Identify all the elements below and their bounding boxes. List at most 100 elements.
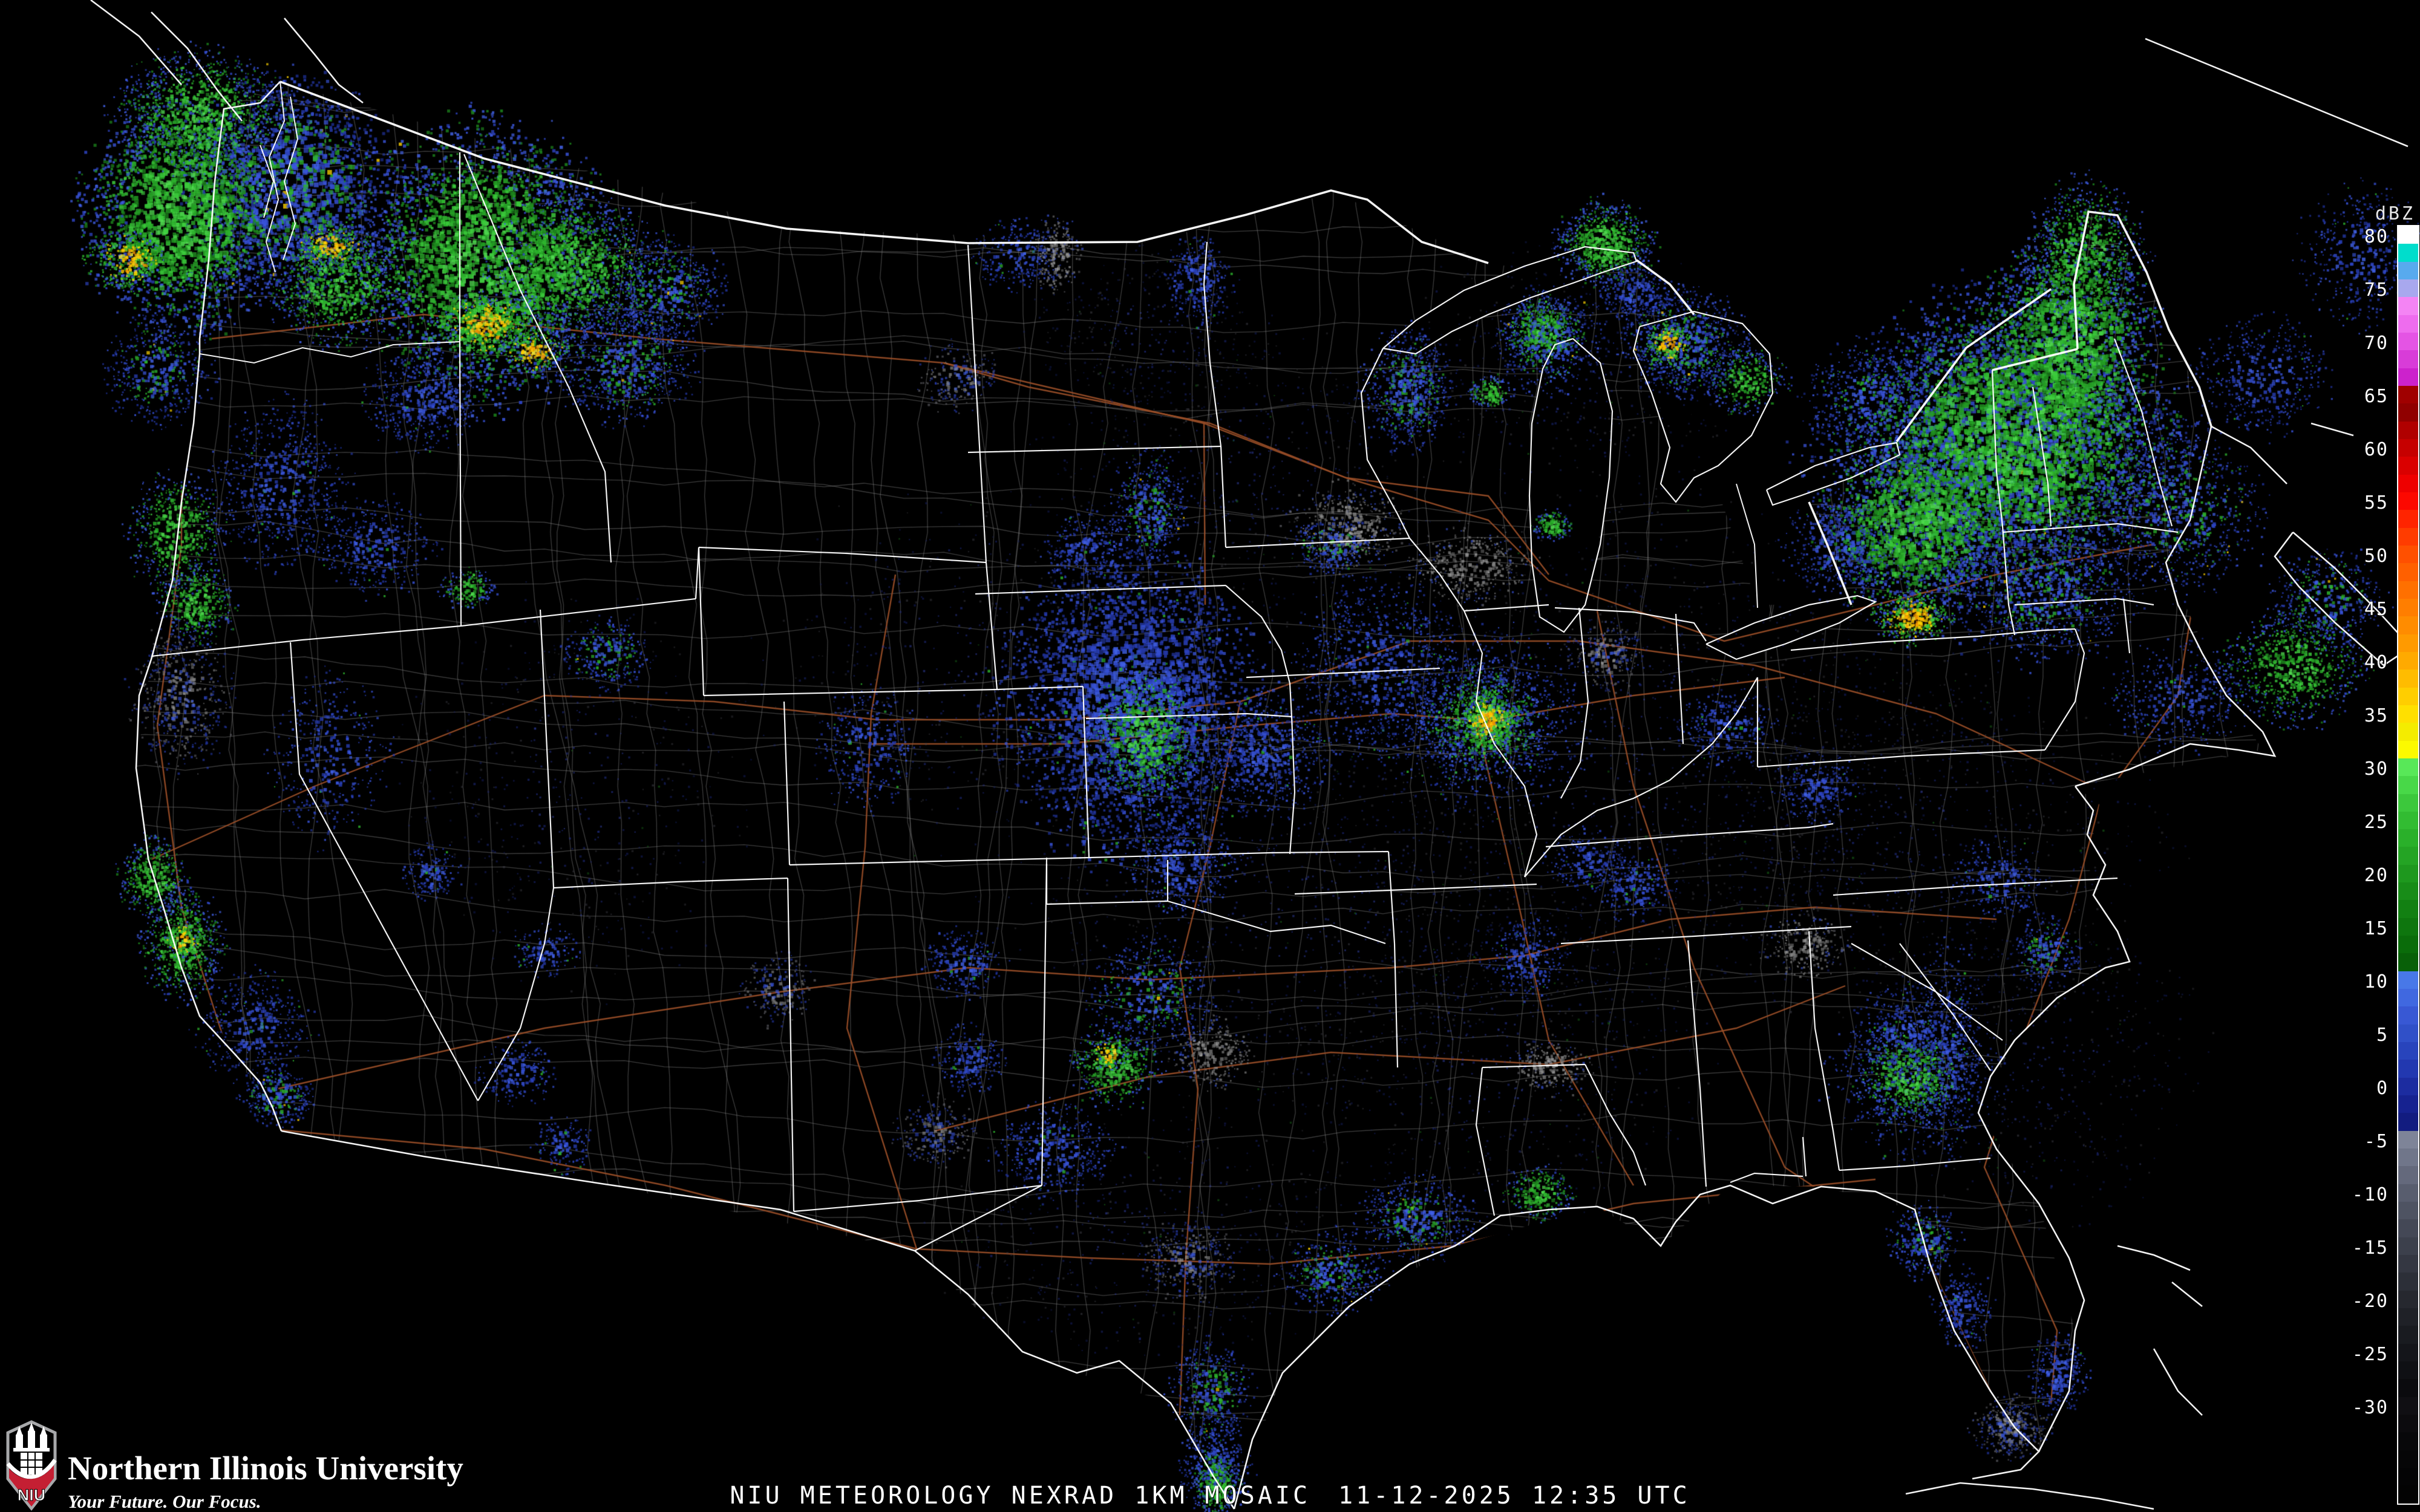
colorbar-tick-label: 0 [2376,1078,2389,1099]
coastline [151,11,243,122]
colorbar-segment [2398,1343,2418,1361]
colorbar-segment [2398,953,2418,971]
colorbar-segment [2398,226,2418,244]
state-border-line [1524,677,1758,878]
state-border-line [553,877,788,889]
state-border-line [1225,537,1410,549]
colorbar-segment [2398,1290,2418,1309]
state-border-line [289,642,479,1101]
colorbar-tick-label: 80 [2364,226,2389,247]
castle-icon [13,1422,50,1475]
state-border-line [1289,716,1296,855]
state-border-line [1730,1172,1804,1184]
colorbar-segment [2398,616,2418,634]
colorbar-segment [2398,1237,2418,1256]
colorbar-segment [2398,1219,2418,1237]
colorbar-tick-label: 35 [2364,705,2389,726]
state-border-line [967,445,1221,454]
state-border-line [2122,598,2131,654]
colorbar-segment [2398,438,2418,457]
state-border-line [1463,610,1538,878]
state-border-line [1584,1064,1647,1186]
state-border-line [460,598,696,627]
state-border-line [1360,348,1410,539]
state-border-line [1808,931,1840,1171]
coastline [1905,1482,2154,1510]
colorbar-tick-label: 15 [2364,918,2389,939]
colorbar-tick-label: -30 [2352,1397,2389,1418]
colorbar-segment [2398,1184,2418,1202]
colorbar-segment [2398,1006,2418,1025]
colorbar-segment [2398,1024,2418,1043]
state-border-line [967,244,987,563]
shield-red-field [9,1465,54,1507]
state-border-line [1387,851,1396,944]
state-border-line [539,609,555,888]
state-border-line [1554,607,1707,642]
colorbar-segment [2398,1077,2418,1096]
colorbar-segment [2398,1361,2418,1380]
colorbar-segment [2398,1396,2418,1415]
colorbar-segment [2398,971,2418,989]
colorbar-segment [2398,545,2418,564]
state-border-line [985,562,998,690]
colorbar-segment [2398,474,2418,492]
colorbar-segment [2398,1202,2418,1220]
colorbar-segment [2398,882,2418,901]
lake-outline [1632,310,1774,503]
colorbar-segment [2398,457,2418,475]
colorbar-segment [2398,1060,2418,1078]
colorbar-tick-label: 55 [2364,492,2389,513]
state-border-line [2014,598,2154,606]
colorbar-segment [2398,385,2418,404]
colorbar-segment [2398,1095,2418,1113]
coastline [2145,37,2409,148]
colorbar-segment [2398,421,2418,439]
state-border-line [1220,446,1227,548]
university-name: Northern Illinois University [68,1450,463,1487]
colorbar-segment [2398,1308,2418,1326]
coastline [1977,786,2131,1452]
state-border-line [789,856,1090,866]
colorbar-tick-label: -20 [2352,1291,2389,1312]
state-border-line [2113,338,2173,527]
reflectivity-colorbar [2397,225,2419,1505]
state-border-line [1560,925,1852,945]
state-border-line [1482,1063,1586,1069]
state-border-line [1851,943,2003,1041]
state-border-line [1167,900,1386,945]
colorbar-tick-label: 10 [2364,971,2389,992]
state-border-line [477,887,555,1101]
colorbar-segment [2398,297,2418,315]
niu-shield-logo: NIU [6,1420,57,1511]
colorbar-tick-label: 25 [2364,812,2389,833]
colorbar-segment [2398,1166,2418,1184]
colorbar-segment [2398,581,2418,599]
state-border-line [1393,943,1399,1068]
colorbar-segment [2398,1485,2418,1504]
colorbar-segment [2398,634,2418,652]
coastline [2171,1281,2203,1308]
shoreline-detail [265,81,286,273]
colorbar-tick-label: 60 [2364,439,2389,460]
state-border-line [793,1184,1042,1213]
colorbar-segment [2398,244,2418,262]
shoreline-detail [260,145,275,218]
international-border [280,80,1489,264]
international-border [1992,348,2078,371]
state-border-line [2001,526,2016,636]
colorbar-segment [2398,527,2418,546]
colorbar-segment [2398,705,2418,723]
state-border-line [695,547,700,599]
state-border-line [914,1185,1042,1251]
state-border-line [703,688,998,697]
colorbar-segment [2398,1326,2418,1344]
state-border-line [698,546,987,564]
state-border-line [1041,857,1048,1186]
state-border-line [1899,943,1991,1071]
colorbar-segment [2398,723,2418,741]
shoreline-detail [283,96,299,261]
